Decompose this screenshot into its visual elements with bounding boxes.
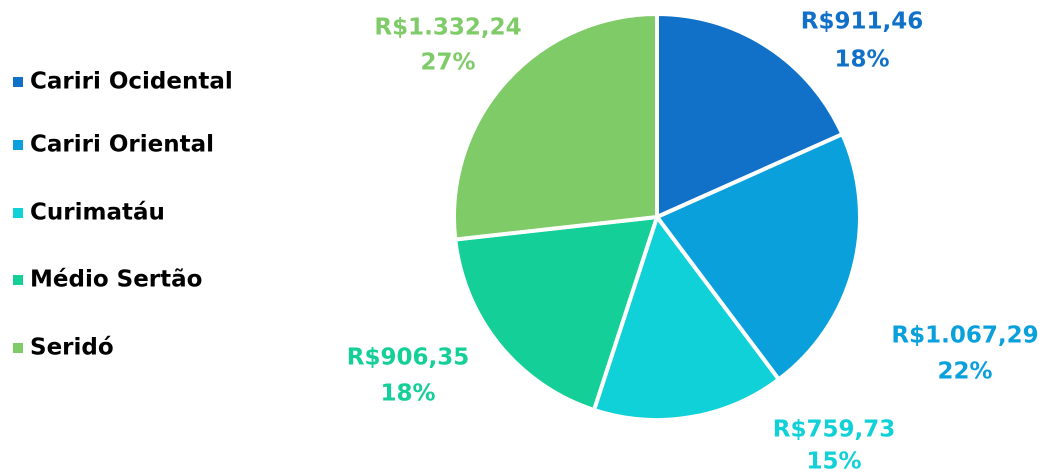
value-label: R$759,73 [773,417,895,443]
percent-label: 18% [834,47,889,73]
legend-swatch [13,343,23,353]
percent-label: 18% [380,381,435,407]
percent-label: 22% [937,359,992,385]
legend-swatch [13,77,23,87]
value-label: R$1.067,29 [891,323,1038,349]
legend-swatch [13,140,23,150]
pie-slice [453,215,659,412]
pie-slice [452,12,659,242]
value-label: R$1.332,24 [374,15,521,41]
value-label: R$906,35 [347,345,469,371]
pie-slice [655,12,845,219]
percent-label: 15% [806,449,861,475]
pie-slice [655,132,862,382]
legend-swatch [13,275,23,285]
legend-label: Seridó [30,335,114,361]
legend-label: Cariri Oriental [30,132,214,158]
value-label: R$911,46 [801,9,923,35]
legend-label: Cariri Ocidental [30,69,233,95]
legend-swatch [13,208,23,218]
pie-slice [592,215,781,422]
percent-label: 27% [420,50,475,76]
legend-label: Médio Sertão [30,267,202,293]
legend-label: Curimatáu [30,200,165,226]
